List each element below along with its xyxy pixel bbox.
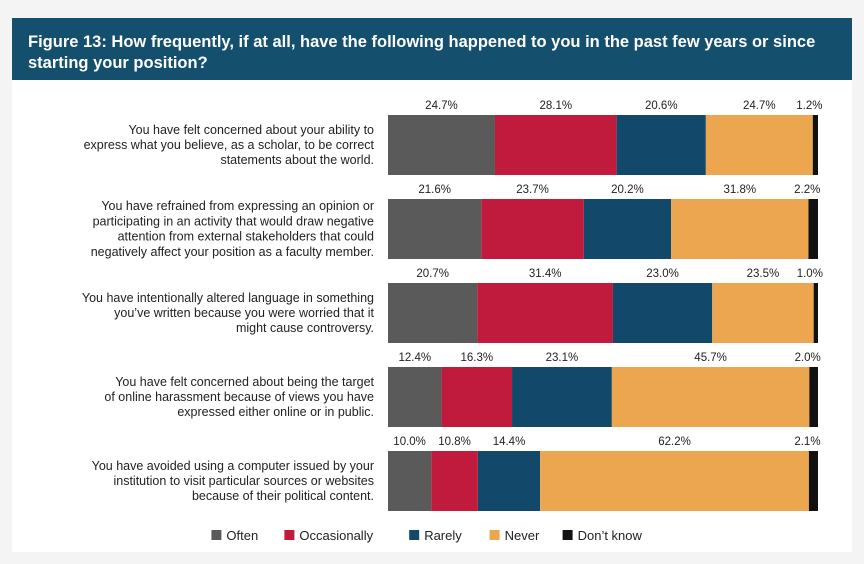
data-label: 2.0% (795, 352, 821, 364)
row-label-line: because of their political content. (192, 489, 374, 503)
stacked-bar-chart: You have felt concerned about your abili… (82, 100, 823, 543)
data-label: 1.0% (797, 268, 823, 280)
figure-title: Figure 13: How frequently, if at all, ha… (28, 33, 816, 72)
bar-segment-never (540, 451, 809, 511)
bar-segment-dont_know (812, 115, 818, 175)
data-label: 45.7% (694, 352, 727, 364)
row-label-line: negatively affect your position as a fac… (91, 245, 374, 259)
data-label: 23.5% (747, 268, 780, 280)
row-label-line: You have felt concerned about your abili… (128, 123, 374, 137)
data-label: 2.1% (794, 436, 820, 448)
figure-header: Figure 13: How frequently, if at all, ha… (12, 18, 852, 80)
row-label-line: You have avoided using a computer issued… (92, 459, 374, 473)
bar-segment-occasionally (477, 283, 613, 343)
data-label: 12.4% (398, 352, 431, 364)
bar-segment-dont_know (813, 283, 818, 343)
row-label-line: might cause controversy. (236, 321, 374, 335)
data-label: 1.2% (796, 100, 822, 112)
legend-swatch-never (489, 530, 500, 540)
legend-label: Often (226, 528, 258, 543)
data-label: 14.4% (493, 436, 526, 448)
legend-swatch-dont_know (562, 530, 573, 540)
data-label: 28.1% (539, 100, 572, 112)
bar-segment-occasionally (441, 367, 513, 427)
bar-segment-rarely (477, 451, 541, 511)
bar-segment-often (388, 115, 495, 175)
bar-segment-occasionally (494, 115, 617, 175)
data-label: 10.8% (438, 436, 471, 448)
bar-segment-occasionally (431, 451, 478, 511)
row-label-line: You have intentionally altered language … (82, 291, 374, 305)
row-label-line: You have felt concerned about being the … (115, 375, 374, 389)
bar-segment-rarely (612, 283, 713, 343)
data-label: 62.2% (658, 436, 691, 448)
legend-swatch-occasionally (284, 530, 295, 540)
row-label: You have avoided using a computer issued… (92, 459, 374, 503)
row-label-line: expressed either online or in public. (177, 405, 374, 419)
bar-segment-often (388, 199, 482, 259)
data-label: 31.8% (723, 184, 756, 196)
data-label: 20.7% (416, 268, 449, 280)
row-label: You have felt concerned about being the … (104, 375, 374, 419)
legend-label: Occasionally (299, 528, 373, 543)
data-label: 16.3% (461, 352, 494, 364)
row-label-line: statements about the world. (220, 153, 374, 167)
data-label: 23.1% (546, 352, 579, 364)
bar-segment-never (611, 367, 810, 427)
row-label-line: participating in an activity that would … (93, 214, 374, 228)
bar-segment-rarely (616, 115, 706, 175)
data-label: 21.6% (418, 184, 451, 196)
row-label: You have refrained from expressing an op… (91, 199, 374, 259)
data-label: 23.0% (646, 268, 679, 280)
row-label-line: institution to visit particular sources … (113, 474, 374, 488)
bar-segment-rarely (512, 367, 612, 427)
row-label-line: of online harassment because of views yo… (104, 390, 374, 404)
bar-segment-often (388, 367, 442, 427)
bar-segment-rarely (583, 199, 672, 259)
legend-swatch-rarely (409, 530, 420, 540)
legend-label: Never (505, 528, 540, 543)
bar-segment-often (388, 283, 478, 343)
bar-segment-never (712, 283, 814, 343)
data-label: 20.2% (611, 184, 644, 196)
bar-segment-dont_know (808, 451, 818, 511)
data-label: 23.7% (516, 184, 549, 196)
bar-segment-often (388, 451, 432, 511)
row-label-line: You have refrained from expressing an op… (101, 199, 374, 213)
bar-segment-never (705, 115, 813, 175)
legend-label: Don’t know (578, 528, 643, 543)
legend-swatch-often (211, 530, 222, 540)
row-label: You have intentionally altered language … (82, 291, 375, 335)
data-label: 20.6% (645, 100, 678, 112)
row-label: You have felt concerned about your abili… (84, 123, 375, 167)
row-label-line: attention from external stakeholders tha… (118, 230, 374, 244)
row-label-line: express what you believe, as a scholar, … (84, 138, 375, 152)
data-label: 2.2% (794, 184, 820, 196)
data-label: 31.4% (529, 268, 562, 280)
data-label: 10.0% (393, 436, 426, 448)
legend-label: Rarely (424, 528, 462, 543)
bar-segment-dont_know (808, 199, 818, 259)
chart-panel: You have felt concerned about your abili… (12, 80, 852, 552)
bar-segment-dont_know (809, 367, 818, 427)
data-label: 24.7% (425, 100, 458, 112)
bar-segment-never (671, 199, 809, 259)
row-label-line: you’ve written because you were worried … (114, 306, 374, 320)
bar-segment-occasionally (481, 199, 584, 259)
data-label: 24.7% (743, 100, 776, 112)
